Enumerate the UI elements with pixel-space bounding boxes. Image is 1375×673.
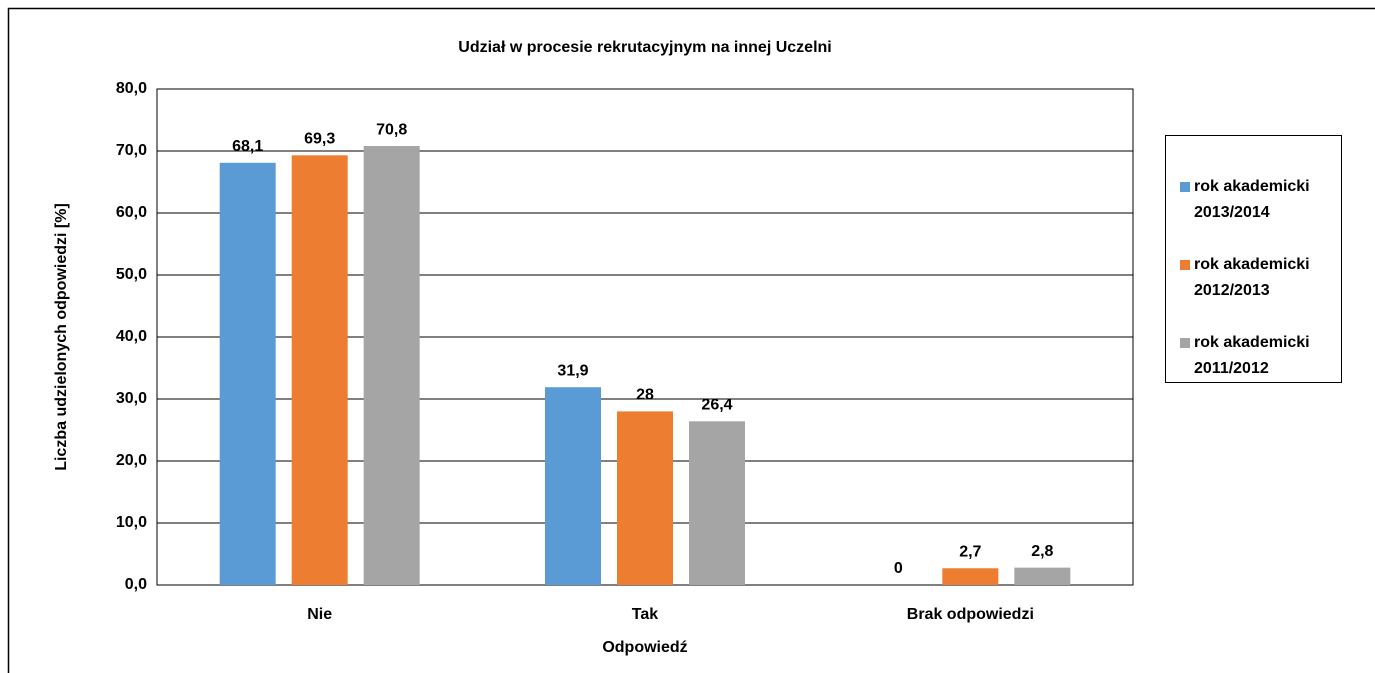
y-tick-label: 60,0 [116,204,147,221]
legend-label: rok akademicki 2012/2013 [1194,256,1310,299]
data-label: 28 [636,387,654,404]
data-label: 2,7 [959,543,981,560]
data-label: 69,3 [304,131,335,148]
data-label: 70,8 [376,121,407,138]
bar [942,568,999,585]
y-tick-label: 40,0 [116,328,147,345]
chart-title: Udział w procesie rekrutacyjnym na innej… [458,39,831,56]
bar [689,421,745,585]
y-tick-label: 30,0 [116,390,147,407]
legend-swatch [1180,182,1190,192]
bar [363,146,420,586]
chart-frame [7,7,1375,673]
y-tick-label: 10,0 [116,514,147,531]
x-tick-label: Nie [307,606,332,623]
legend-swatch [1180,338,1190,348]
data-label: 0 [894,560,903,577]
bar [219,162,276,585]
y-tick-label: 0,0 [125,576,147,593]
legend-swatch [1180,260,1190,270]
data-label: 31,9 [557,362,588,379]
x-tick-label: Brak odpowiedzi [907,606,1034,623]
y-axis-label: Liczba udzielonych odpowiedzi [%] [53,203,70,471]
data-label: 26,4 [701,397,732,414]
y-tick-label: 70,0 [116,142,147,159]
data-label: 68,1 [232,138,263,155]
bar [545,387,601,585]
bar [291,155,348,585]
data-label: 2,8 [1031,543,1053,560]
legend-label: rok akademicki 2013/2014 [1194,178,1310,221]
x-axis-label: Odpowiedź [602,639,687,656]
bar [1014,567,1071,585]
legend: rok akademicki 2013/2014 rok akademicki 2… [1165,135,1342,383]
y-tick-label: 50,0 [116,266,147,283]
bar [617,411,673,585]
y-tick-label: 80,0 [116,80,147,97]
legend-label: rok akademicki 2011/2012 [1194,334,1310,377]
y-tick-label: 20,0 [116,452,147,469]
x-tick-label: Tak [632,606,658,623]
